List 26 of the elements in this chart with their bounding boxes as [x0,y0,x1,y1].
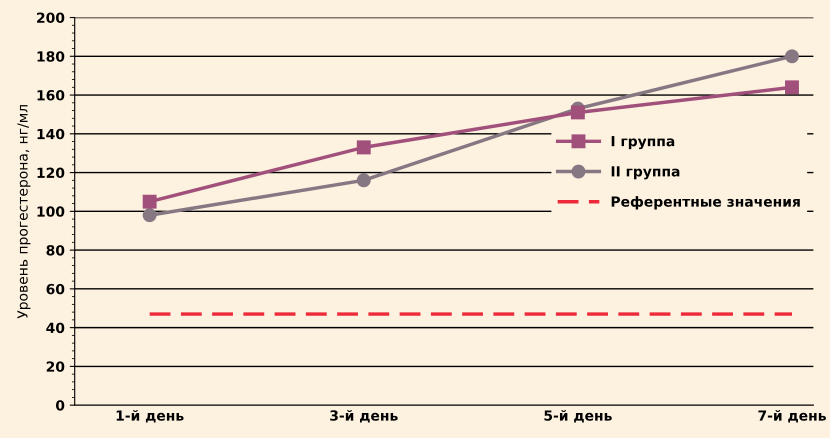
y-axis-title: Уровень прогестерона, нг/мл [17,105,30,319]
y-tick-label: 200 [37,12,64,23]
y-tick-label: 40 [46,322,64,334]
x-tick-label: 3-й день [330,410,398,422]
point [785,80,799,94]
point [785,49,799,64]
point [356,173,371,188]
y-tick-label: 80 [46,245,64,256]
point [356,140,371,154]
y-tick-label: 60 [46,284,64,294]
y-tick-label: 180 [38,51,64,62]
y-tick-label: 100 [38,206,64,217]
y-tick-label: 20 [46,361,64,372]
legend-label: Референтные значения [612,196,800,210]
legend-label: II группа [612,166,680,180]
y-tick-label: 0 [56,400,64,411]
legend-label: I группа [612,136,674,150]
y-tick-label: 140 [38,128,64,140]
y-tick-label: 160 [38,90,64,101]
point [142,208,157,222]
x-tick-label: 7-й день [758,410,826,422]
x-tick-label: 5-й день [544,410,612,422]
x-tick-label: 1-й день [116,410,184,422]
point [570,106,585,120]
point [142,194,157,209]
y-tick-label: 120 [38,168,64,178]
